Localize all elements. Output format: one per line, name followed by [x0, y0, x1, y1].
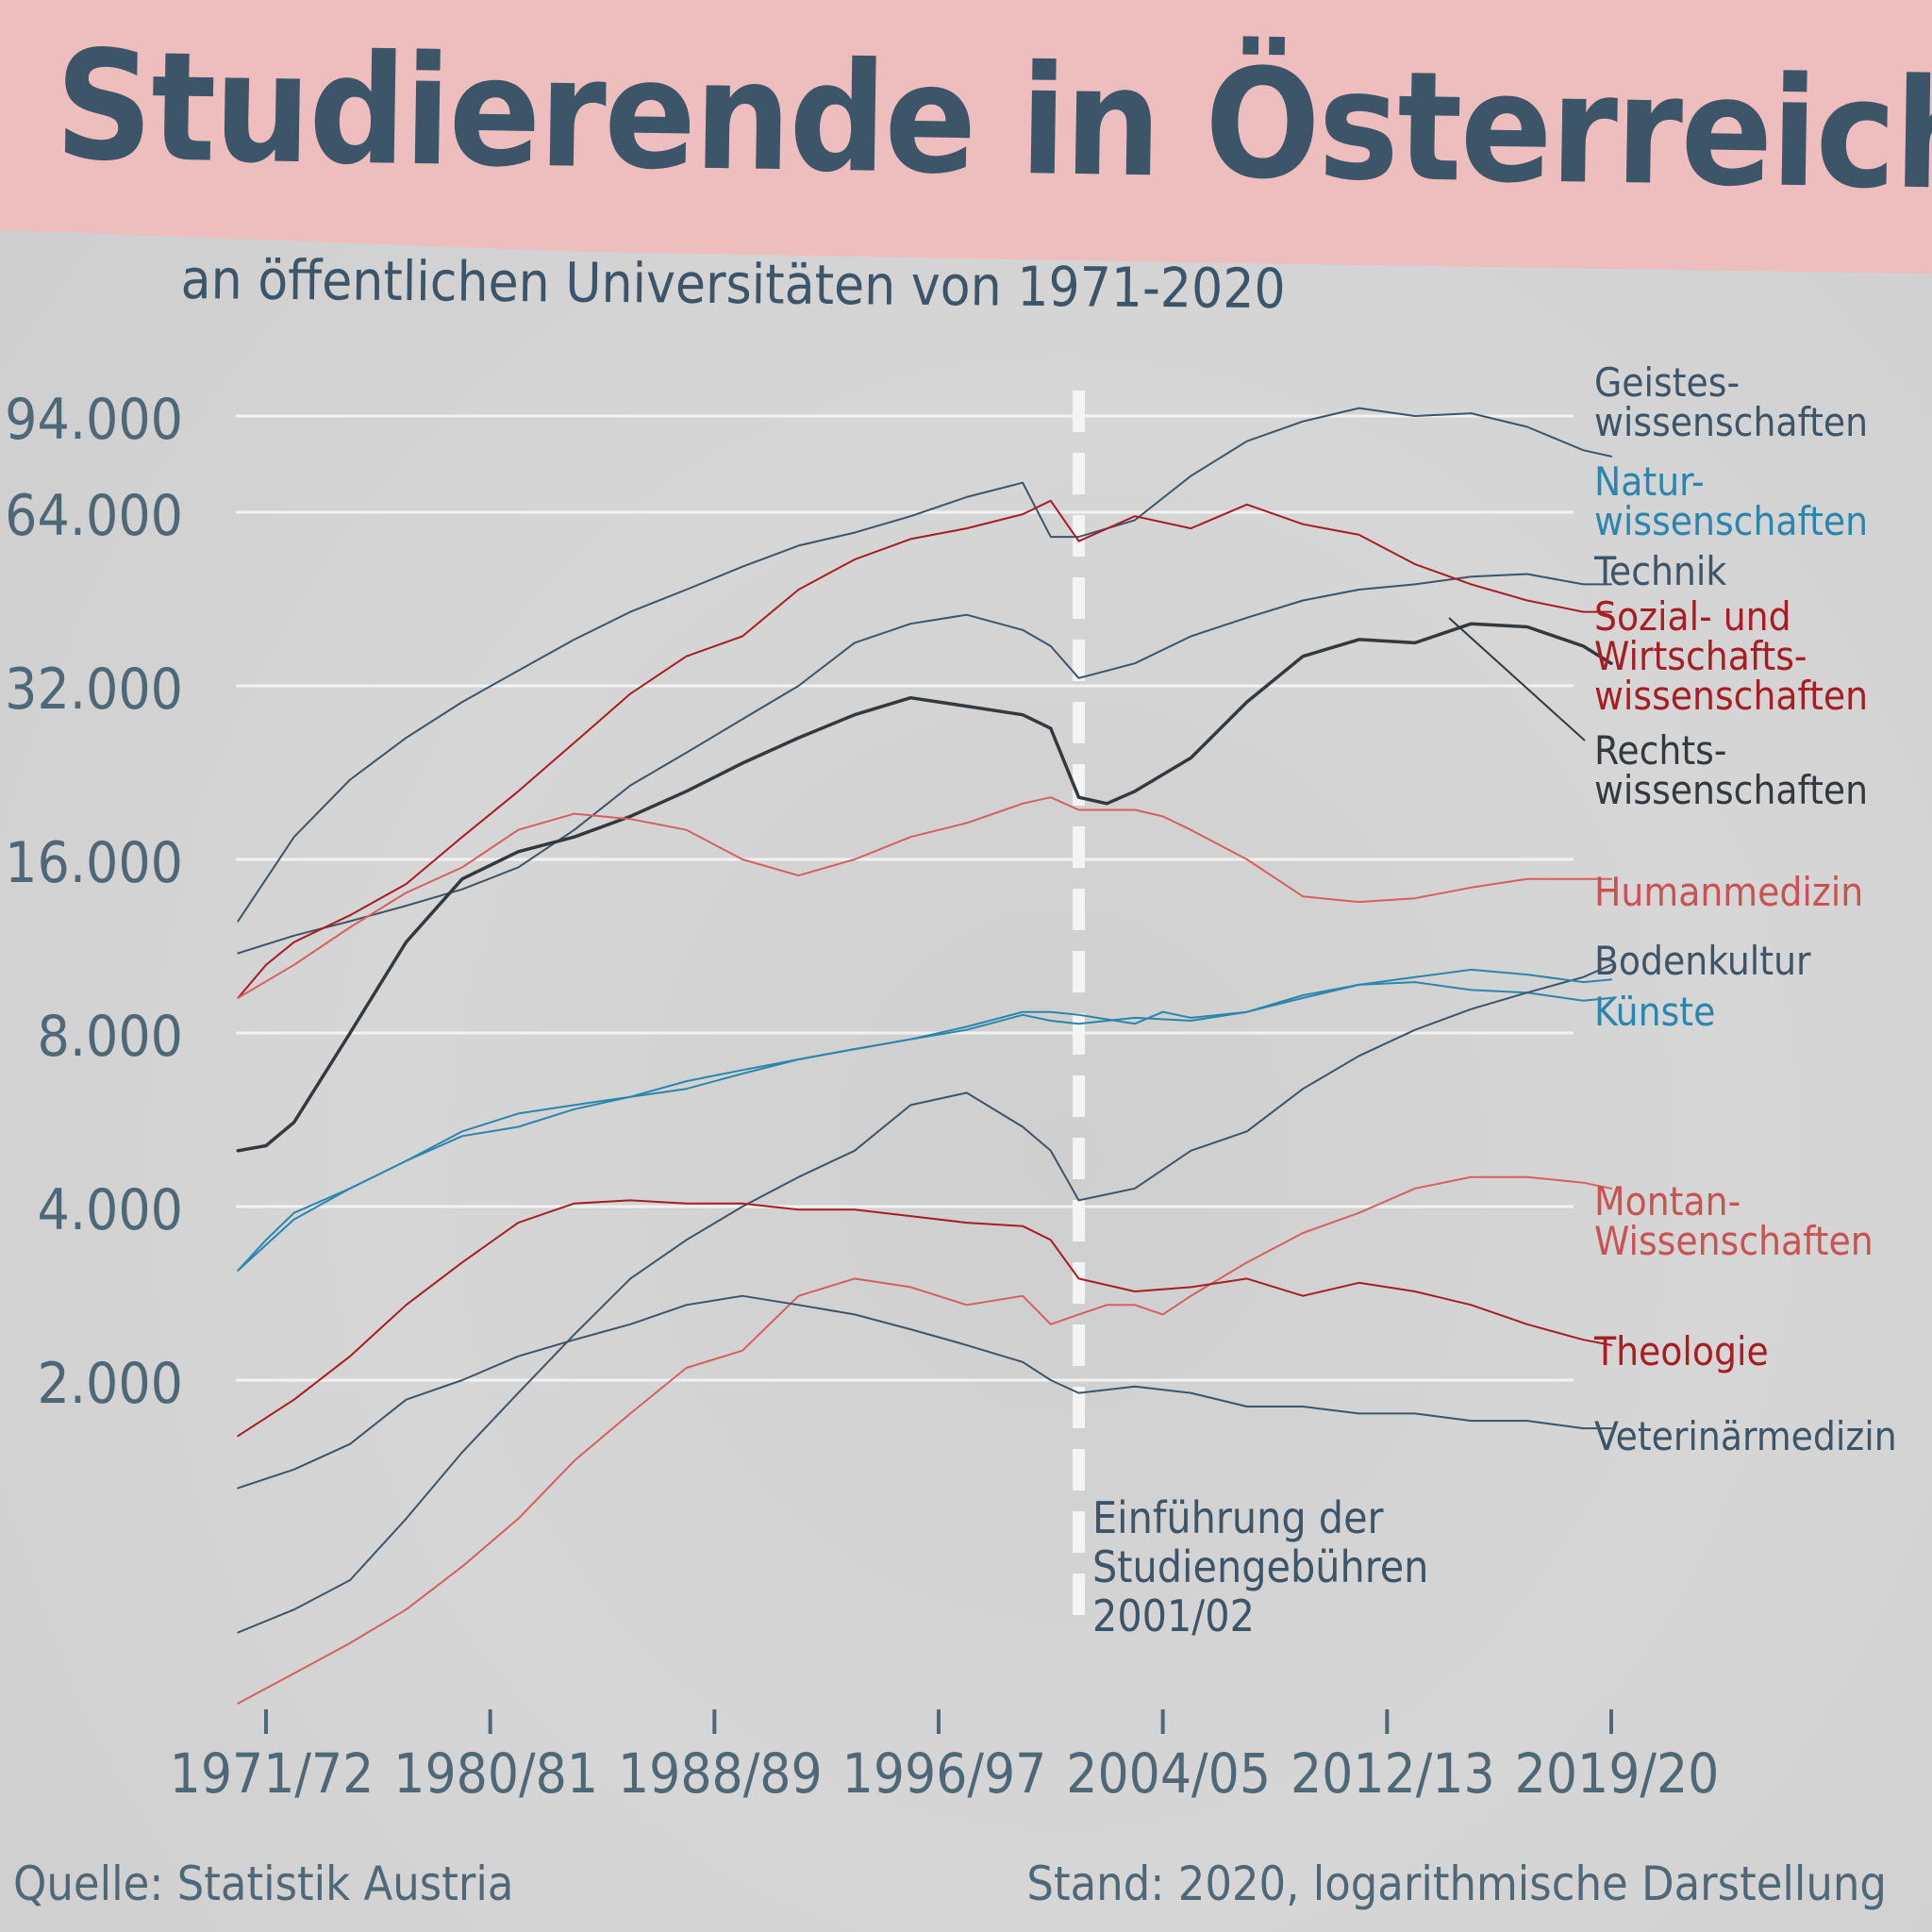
- x-tick-label: 2019/20: [1515, 1741, 1720, 1806]
- label-leader-line: [1448, 617, 1586, 741]
- y-tick-label: 16.000: [5, 830, 183, 896]
- series-line: [237, 1199, 1612, 1438]
- series-label: Natur-: [1594, 458, 1705, 505]
- series-label: Sozial- und: [1594, 593, 1791, 640]
- series-label: wissenschaften: [1594, 399, 1868, 445]
- x-tick-label: 1988/89: [618, 1741, 823, 1806]
- series-label: Wirtschafts-: [1594, 633, 1807, 679]
- series-label: Veterinärmedizin: [1594, 1413, 1897, 1459]
- series-label: Technik: [1593, 548, 1726, 594]
- y-tick-label: 32.000: [5, 657, 183, 723]
- series-line: [237, 796, 1612, 999]
- series-label: Montan-: [1594, 1178, 1740, 1224]
- series-line: [237, 981, 1612, 1272]
- series-line: [237, 573, 1612, 955]
- x-tick-label: 1996/97: [842, 1741, 1047, 1806]
- series-label: Humanmedizin: [1594, 869, 1863, 915]
- annotation-text: 2001/02: [1092, 1591, 1255, 1641]
- series-label: Künste: [1594, 989, 1715, 1035]
- x-tick-label: 2004/05: [1066, 1741, 1271, 1806]
- series-line: [237, 1175, 1612, 1705]
- series-line: [236, 622, 1613, 1153]
- x-tick-label: 1971/72: [170, 1741, 375, 1806]
- annotation-text: Einführung der: [1092, 1492, 1385, 1543]
- series-label: Theologie: [1593, 1328, 1769, 1374]
- x-tick-label: 2012/13: [1291, 1741, 1495, 1806]
- annotation-text: Studiengebühren: [1092, 1541, 1428, 1592]
- series-label: Rechts-: [1594, 727, 1726, 774]
- y-tick-label: 94.000: [5, 387, 183, 453]
- y-tick-label: 4.000: [38, 1177, 183, 1243]
- title-banner: [0, 0, 1932, 274]
- series-label: Wissenschaften: [1594, 1218, 1874, 1264]
- series-line: [237, 963, 1612, 1634]
- series-label: wissenschaften: [1594, 767, 1868, 813]
- y-tick-label: 8.000: [38, 1004, 183, 1070]
- y-tick-label: 64.000: [5, 483, 183, 549]
- series-line: [237, 968, 1612, 1272]
- source-note: Quelle: Statistik Austria: [13, 1857, 514, 1911]
- series-label: Geistes-: [1594, 359, 1740, 406]
- series-label: Bodenkultur: [1594, 938, 1811, 984]
- series-label: wissenschaften: [1594, 673, 1868, 719]
- series-line: [237, 1294, 1612, 1490]
- y-tick-label: 2.000: [38, 1351, 183, 1417]
- series-line: [237, 499, 1612, 999]
- footer-note: Stand: 2020, logarithmische Darstellung: [1026, 1857, 1887, 1911]
- x-tick-label: 1980/81: [393, 1741, 598, 1806]
- series-line: [237, 407, 1612, 923]
- series-label: wissenschaften: [1594, 498, 1868, 544]
